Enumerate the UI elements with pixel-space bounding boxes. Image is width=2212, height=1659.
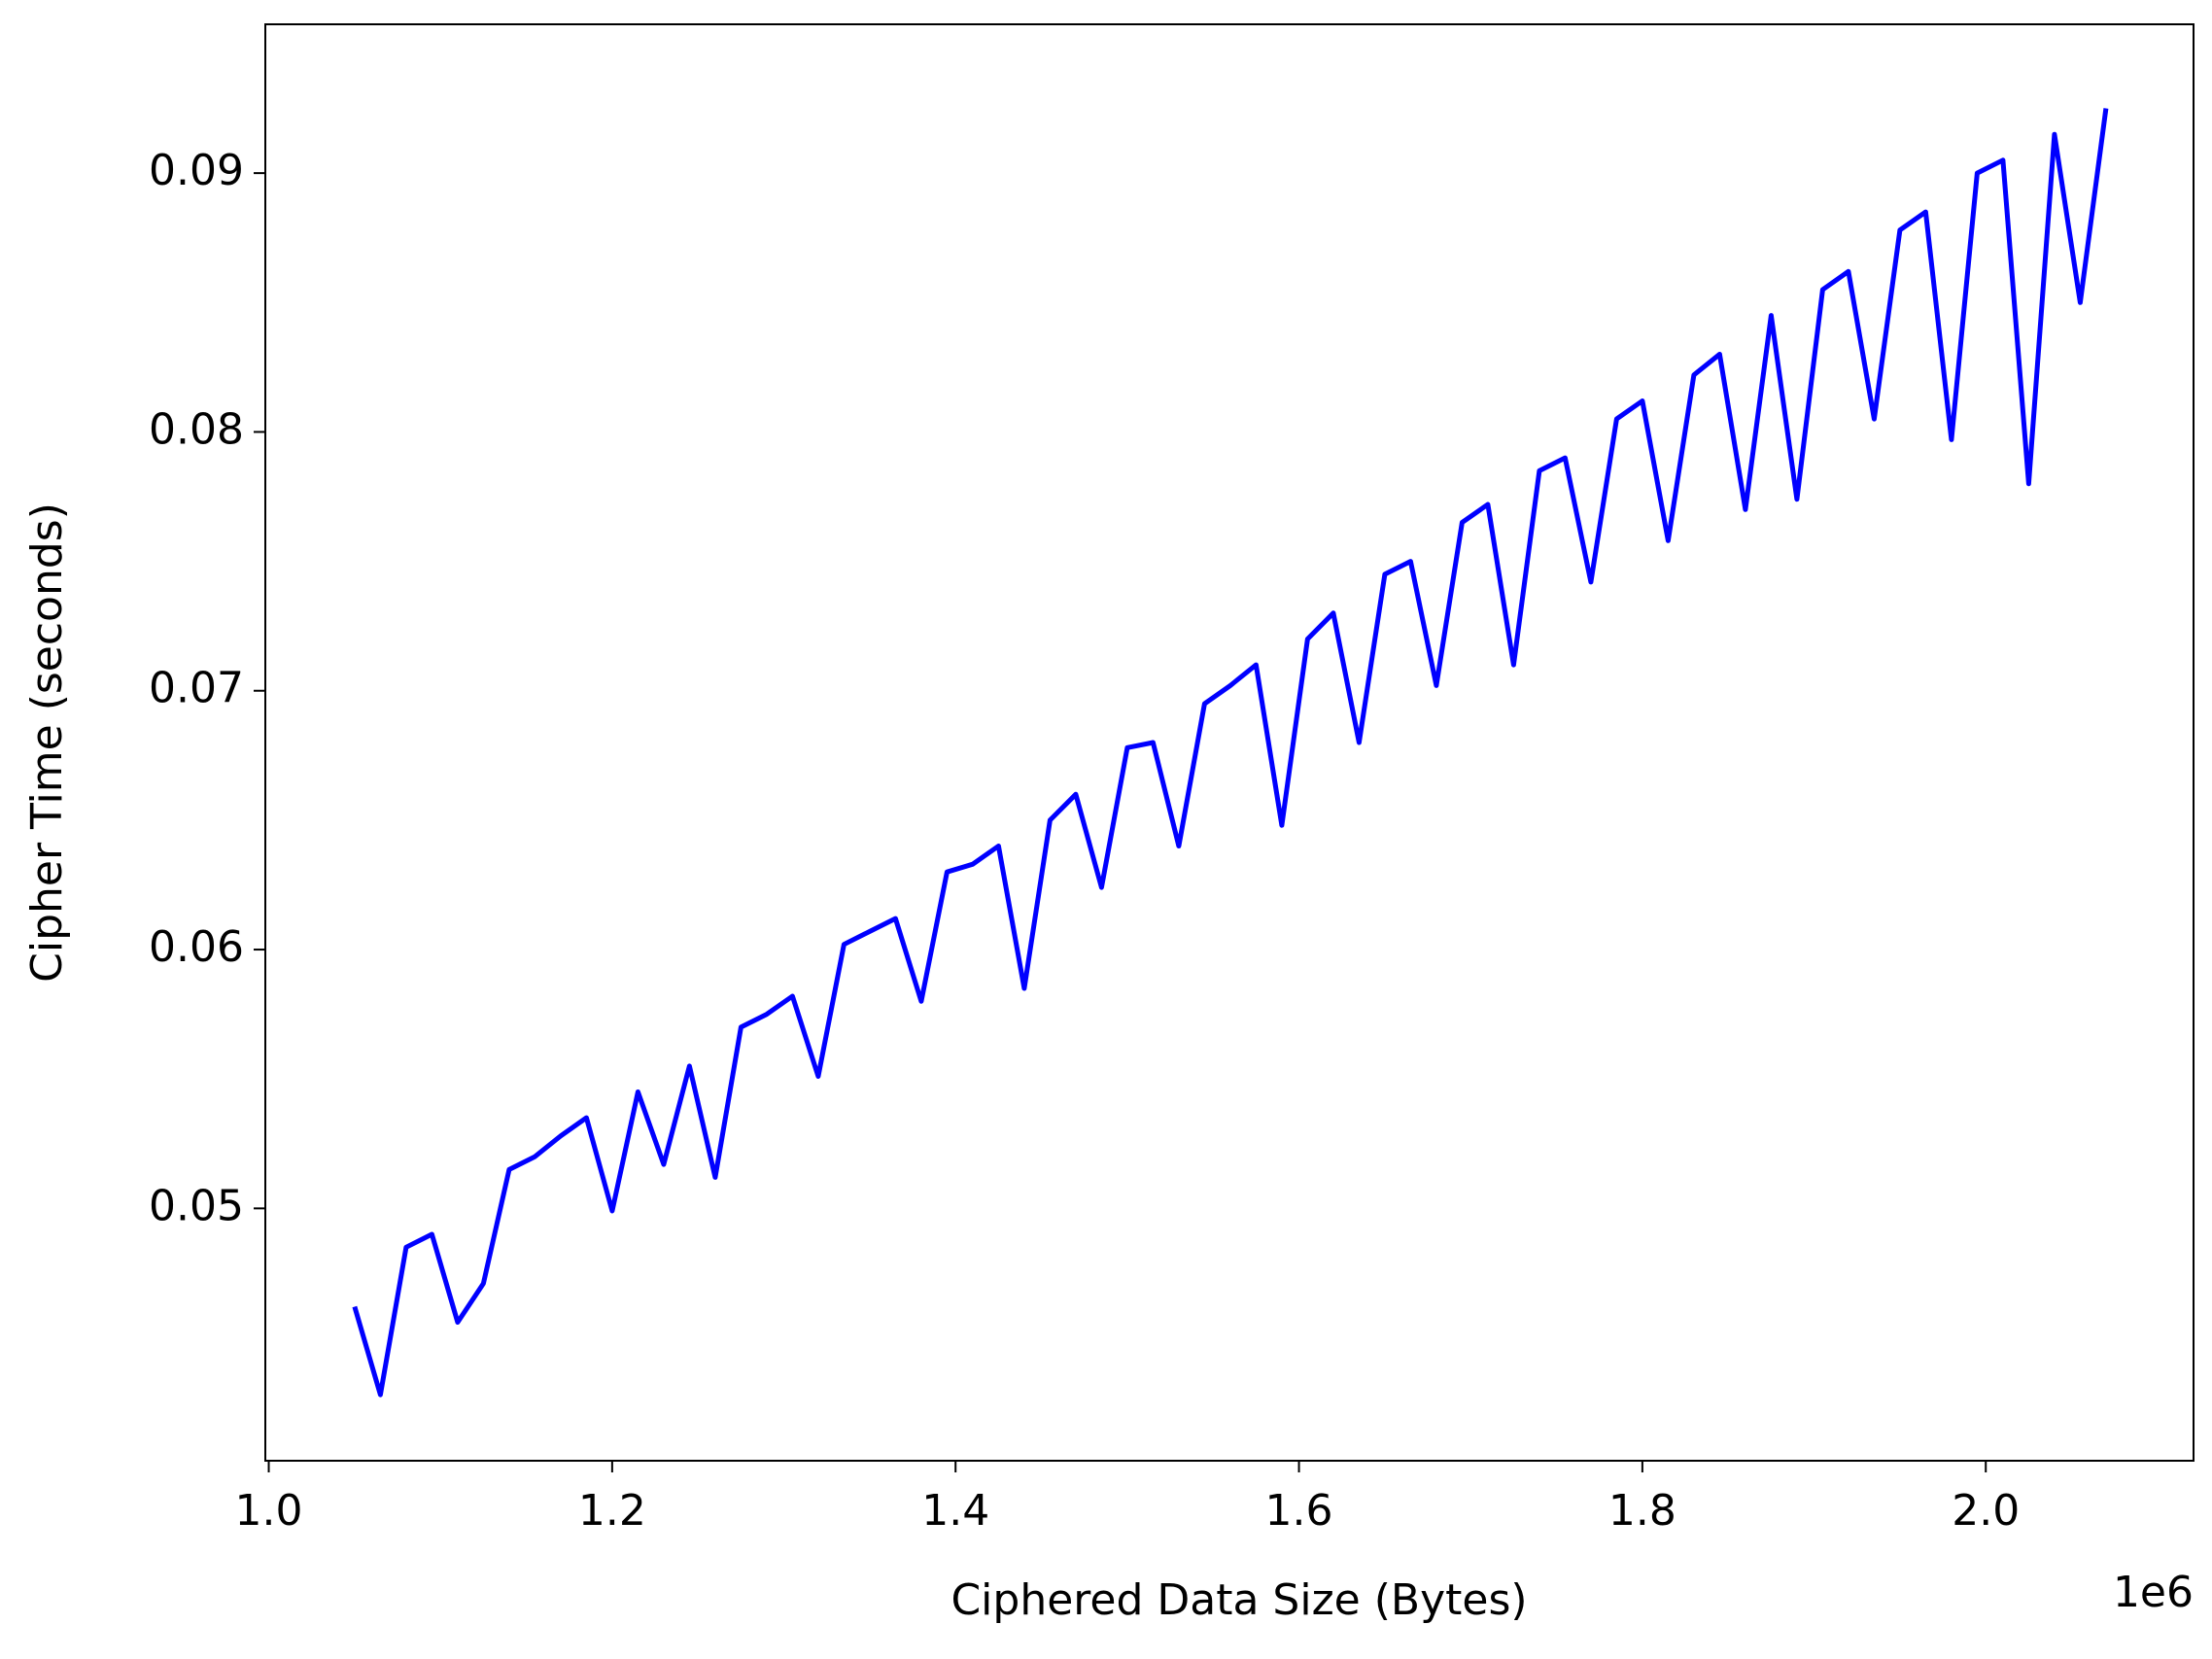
x-axis-label: Ciphered Data Size (Bytes) [950, 1575, 1527, 1625]
y-tick-label: 0.06 [149, 922, 244, 972]
x-tick-label: 2.0 [1952, 1486, 2020, 1536]
x-tick-label: 1.6 [1265, 1486, 1333, 1536]
y-tick-label: 0.08 [149, 404, 244, 454]
y-axis-label: Cipher Time (seconds) [22, 502, 72, 983]
x-tick-label: 1.8 [1608, 1486, 1676, 1536]
data-line [352, 108, 2109, 1398]
x-tick-label: 1.0 [235, 1486, 303, 1536]
plot-frame [264, 23, 2195, 1462]
x-tick-label: 1.2 [578, 1486, 646, 1536]
y-tick-label: 0.05 [149, 1181, 244, 1230]
y-tick-label: 0.07 [149, 664, 244, 713]
x-offset-label: 1e6 [2113, 1568, 2194, 1617]
x-tick-label: 1.4 [921, 1486, 989, 1536]
y-tick-label: 0.09 [149, 146, 244, 195]
